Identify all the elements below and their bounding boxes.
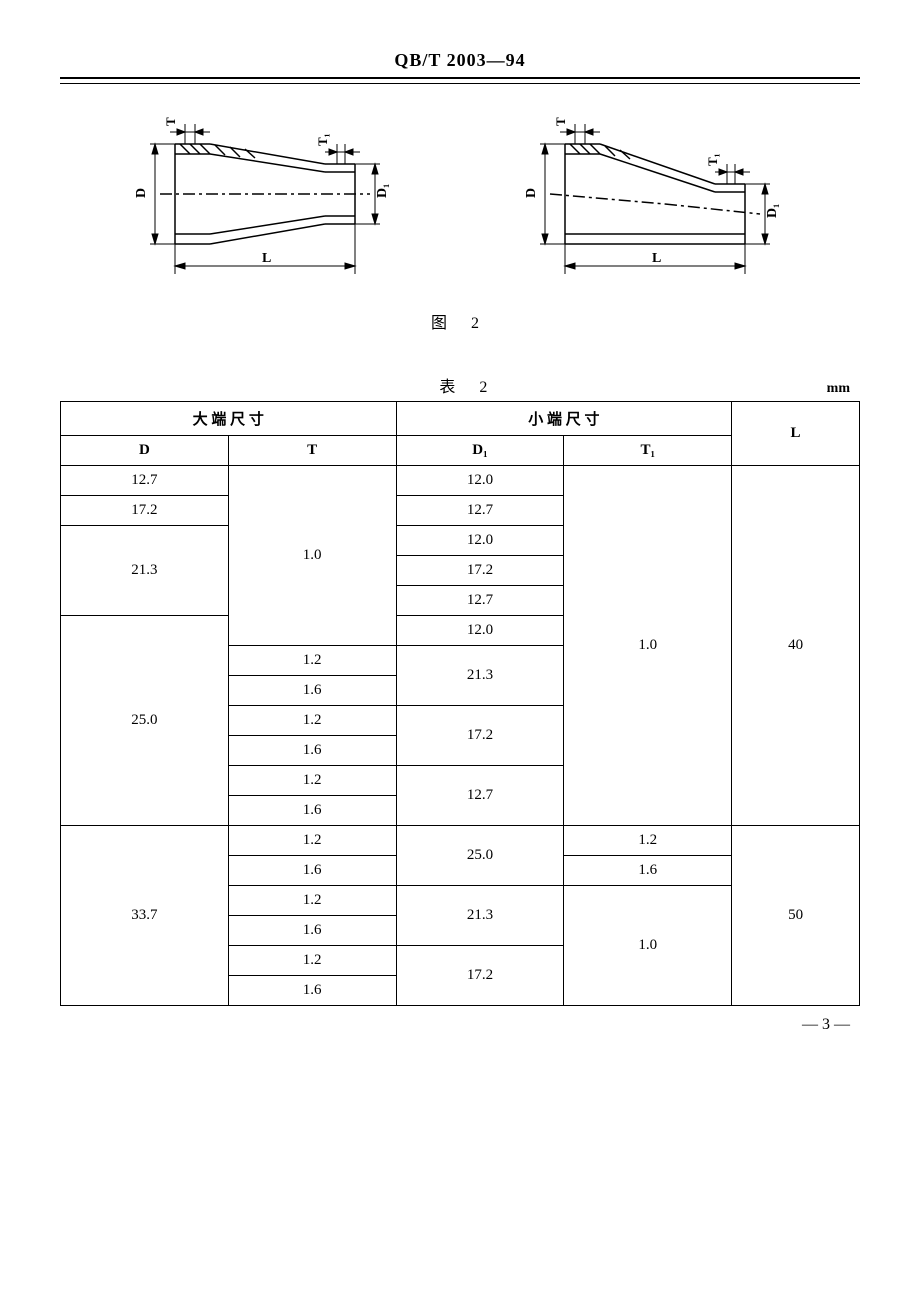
table-cell: 17.2 (396, 556, 564, 586)
standard-code: QB/T 2003—94 (60, 50, 860, 77)
dim-T: T (163, 117, 178, 126)
table-cell: 1.6 (228, 976, 396, 1006)
table-cell: 17.2 (396, 946, 564, 1006)
th-large-end: 大 端 尺 寸 (61, 402, 397, 436)
table-cell: 1.6 (228, 736, 396, 766)
table-cell: 1.2 (228, 766, 396, 796)
figure-row: D D₁ T T₁ (70, 114, 850, 284)
dim-D1: D₁ (375, 184, 390, 198)
header-rule-thin (60, 83, 860, 84)
table-cell: 12.0 (396, 526, 564, 556)
table-cell: 21.3 (61, 526, 229, 616)
th-D: D (61, 436, 229, 466)
dim-D: D (134, 188, 149, 198)
table-cell: 1.2 (228, 706, 396, 736)
dim-T-b: T (553, 117, 568, 126)
table-cell: 40 (732, 466, 860, 826)
table-cell: 1.6 (228, 856, 396, 886)
table-cell: 12.7 (61, 466, 229, 496)
table-cell: 25.0 (61, 616, 229, 826)
page-number: — 3 — (60, 1016, 860, 1034)
th-T: T (228, 436, 396, 466)
table-cell: 21.3 (396, 886, 564, 946)
table-cell: 12.0 (396, 466, 564, 496)
table-cell: 25.0 (396, 826, 564, 886)
table-cell: 1.6 (228, 916, 396, 946)
table-cell: 1.2 (228, 886, 396, 916)
table-cell: 1.2 (564, 826, 732, 856)
table-cell: 1.6 (228, 796, 396, 826)
th-small-end: 小 端 尺 寸 (396, 402, 732, 436)
table-cell: 1.0 (564, 886, 732, 1006)
table-cell: 1.2 (228, 646, 396, 676)
table-cell: 12.7 (396, 766, 564, 826)
table-cell: 12.7 (396, 496, 564, 526)
dim-D1-b: D₁ (765, 204, 780, 218)
dim-T1-b: T₁ (705, 153, 720, 166)
table-cell: 17.2 (396, 706, 564, 766)
figure-concentric-reducer: D D₁ T T₁ (115, 114, 415, 284)
th-L: L (732, 402, 860, 466)
th-T1: T₁ (564, 436, 732, 466)
table-cell: 33.7 (61, 826, 229, 1006)
dim-L-b: L (652, 251, 661, 266)
table-cell: 1.2 (228, 826, 396, 856)
table-cell: 21.3 (396, 646, 564, 706)
table-cell: 50 (732, 826, 860, 1006)
table-cell: 1.2 (228, 946, 396, 976)
figure-caption: 图 2 (60, 309, 860, 333)
table-unit: mm (827, 381, 850, 397)
table-cell: 1.6 (228, 676, 396, 706)
table-cell: 12.7 (396, 586, 564, 616)
table-cell: 1.6 (564, 856, 732, 886)
dim-L: L (262, 251, 271, 266)
table-cell: 1.0 (228, 466, 396, 646)
dim-T1: T₁ (315, 133, 330, 146)
table-caption: 表 2 (110, 373, 827, 397)
header-rule-thick (60, 77, 860, 79)
dimensions-table: 大 端 尺 寸 小 端 尺 寸 L D T D₁ T₁ 12.7 1.0 12.… (60, 401, 860, 1006)
table-cell: 1.0 (564, 466, 732, 826)
th-D1: D₁ (396, 436, 564, 466)
table-cell: 12.0 (396, 616, 564, 646)
dim-D-b: D (524, 188, 539, 198)
table-cell: 17.2 (61, 496, 229, 526)
figure-eccentric-reducer: D D₁ T T₁ (505, 114, 805, 284)
